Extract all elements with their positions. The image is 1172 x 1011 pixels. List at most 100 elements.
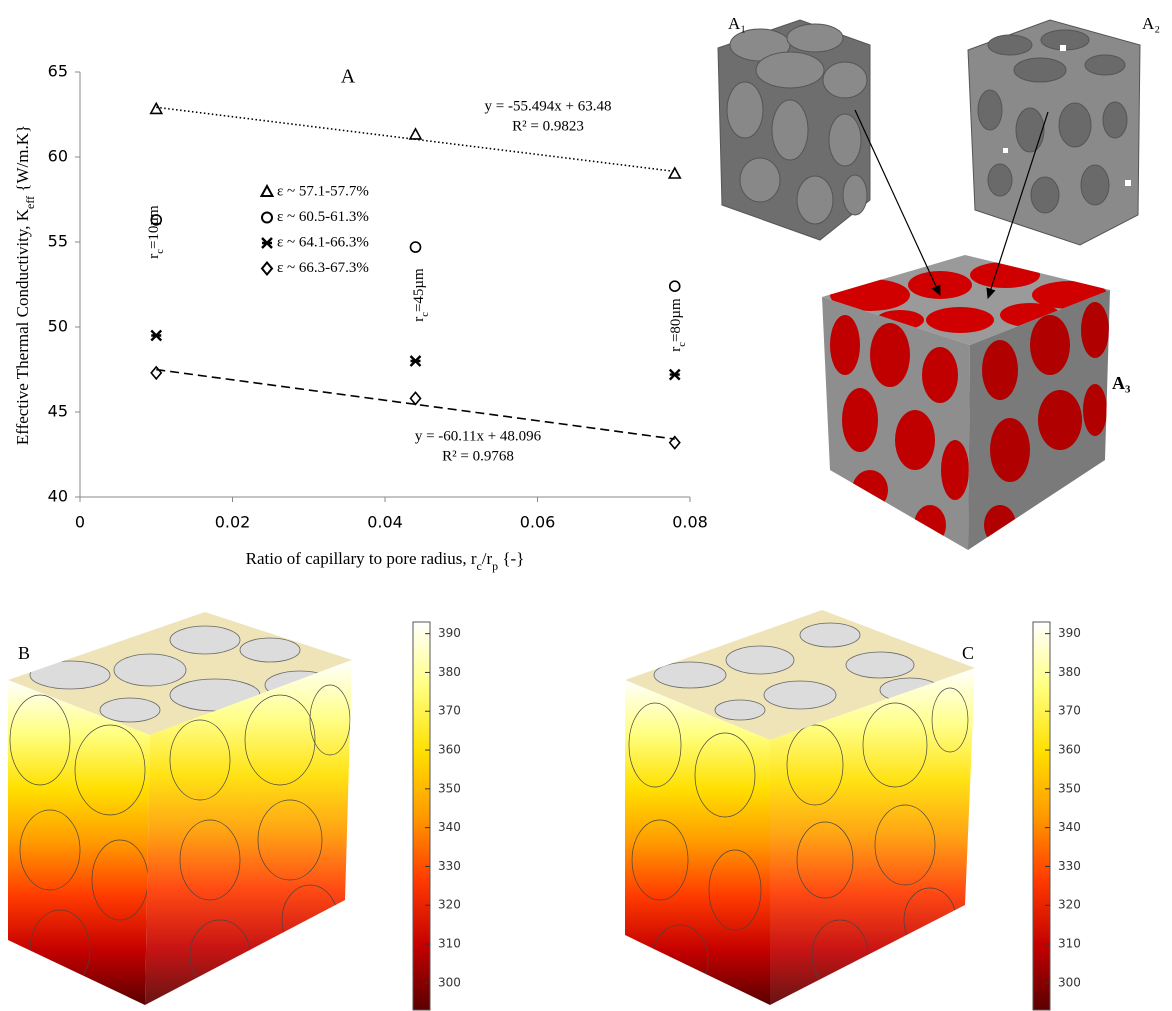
structure-a1-shape bbox=[823, 62, 867, 98]
chart-title: A bbox=[341, 66, 356, 88]
structure-a2-shape-shape bbox=[1059, 103, 1091, 147]
marker-triangle bbox=[410, 129, 421, 139]
trendline-equation: y = -55.494x + 63.48 bbox=[485, 98, 612, 114]
structure-a2-shape-shape bbox=[1103, 102, 1127, 138]
colorbar-tick-label: 320 bbox=[1058, 898, 1081, 912]
structure-a1-shape bbox=[740, 158, 780, 202]
colorbar-tick-label: 320 bbox=[438, 898, 461, 912]
structure-a2-shape-shape bbox=[988, 164, 1012, 196]
structure-a3-shape-shape bbox=[922, 347, 958, 403]
temperature-cube-c-shape-shape bbox=[800, 623, 860, 647]
panel-label: C bbox=[962, 643, 974, 663]
structure-a1-shape bbox=[772, 100, 808, 160]
trendline-r-squared: R² = 0.9768 bbox=[442, 448, 514, 464]
annotation: rc=80µm bbox=[668, 298, 687, 352]
structure-a2 bbox=[968, 20, 1140, 245]
legend-label: ε ~ 57.1-57.7% bbox=[277, 183, 369, 199]
y-tick-label: 65 bbox=[48, 62, 68, 81]
structure-a3-shape-shape bbox=[1038, 390, 1082, 450]
temperature-cube-b bbox=[8, 612, 352, 1005]
panel-label: B bbox=[18, 643, 30, 663]
colorbar-tick-label: 330 bbox=[1058, 859, 1081, 873]
x-axis-label-part: {-} bbox=[498, 549, 524, 568]
colorbar-tick-label: 380 bbox=[1058, 665, 1081, 679]
temperature-cube-c bbox=[625, 610, 975, 1005]
colorbar-tick-label: 340 bbox=[438, 820, 461, 834]
structure-a1-shape bbox=[797, 176, 833, 224]
y-tick-label: 55 bbox=[48, 232, 68, 251]
temperature-cube-b-shape-shape bbox=[170, 626, 240, 654]
structure-a2-shape-shape bbox=[1016, 108, 1044, 152]
structure-a3 bbox=[822, 255, 1110, 550]
structure-a1-shape bbox=[787, 24, 843, 52]
temperature-cube-b-shape-shape bbox=[100, 698, 160, 722]
image-label: A₃ bbox=[1112, 373, 1131, 393]
colorbar-tick-label: 390 bbox=[1058, 626, 1081, 640]
y-tick-label: 60 bbox=[48, 147, 68, 166]
arrow bbox=[855, 110, 940, 295]
temperature-cube-b-shape bbox=[8, 680, 150, 1005]
temperature-cube-c-shape-shape bbox=[654, 662, 726, 688]
structure-a3-shape-shape bbox=[1081, 302, 1109, 358]
marker-star bbox=[670, 370, 680, 380]
structure-a1-shape bbox=[756, 52, 824, 88]
structure-a2-shape-shape bbox=[1014, 58, 1066, 82]
colorbar-tick-label: 310 bbox=[1058, 937, 1081, 951]
x-axis-label-part: /r bbox=[482, 549, 493, 568]
structure-a3-shape-shape bbox=[852, 470, 888, 510]
marker-triangle bbox=[669, 168, 680, 178]
marker-circle bbox=[670, 281, 680, 291]
colorbar-tick-label: 380 bbox=[438, 665, 461, 679]
colorbar-tick-label: 330 bbox=[438, 859, 461, 873]
image-label: A₁ bbox=[728, 14, 746, 33]
legend-label: ε ~ 66.3-67.3% bbox=[277, 260, 369, 276]
structure-a3-shape-shape bbox=[941, 440, 969, 500]
structure-a3-shape-shape bbox=[1030, 315, 1070, 375]
marker-star bbox=[411, 356, 421, 366]
structure-a3-shape-shape bbox=[990, 418, 1030, 482]
annotation-part: =45µm bbox=[411, 268, 427, 312]
x-tick-label: 0.02 bbox=[215, 513, 251, 532]
annotation: rc=10µm bbox=[146, 205, 165, 259]
structure-a2-shape-shape bbox=[1060, 45, 1066, 51]
temperature-cube-c-shape-shape bbox=[846, 652, 914, 678]
colorbar-tick-label: 360 bbox=[1058, 743, 1081, 757]
colorbar bbox=[1033, 622, 1050, 1010]
structure-a3-shape-shape bbox=[914, 505, 946, 545]
colorbar bbox=[413, 622, 430, 1010]
y-tick-label: 40 bbox=[48, 487, 68, 506]
annotation-part: =80µm bbox=[668, 298, 684, 342]
colorbar-tick-label: 390 bbox=[438, 626, 461, 640]
x-tick-label: 0.04 bbox=[367, 513, 403, 532]
marker-triangle bbox=[151, 103, 162, 113]
marker-star bbox=[151, 331, 161, 341]
structure-a1-shape bbox=[829, 114, 861, 166]
temperature-cube-c-shape-shape bbox=[715, 700, 765, 720]
structure-a3-shape-shape bbox=[926, 307, 994, 333]
structure-a2-shape-shape bbox=[1081, 165, 1109, 205]
image-label: A₂ bbox=[1142, 14, 1160, 33]
annotation: rc=45µm bbox=[411, 268, 430, 322]
marker-triangle bbox=[262, 186, 273, 196]
y-tick-label: 50 bbox=[48, 317, 68, 336]
y-axis-label: Effective Thermal Conductivity, Keff {W/… bbox=[13, 125, 37, 445]
colorbar-tick-label: 310 bbox=[438, 937, 461, 951]
x-axis-label: Ratio of capillary to pore radius, rc/rp… bbox=[246, 549, 525, 573]
colorbar-tick-label: 350 bbox=[438, 781, 461, 795]
x-tick-label: 0.06 bbox=[520, 513, 556, 532]
marker-diamond bbox=[262, 263, 272, 275]
colorbar-tick-label: 370 bbox=[1058, 704, 1081, 718]
structure-a3-shape-shape bbox=[842, 388, 878, 452]
legend-label: ε ~ 64.1-66.3% bbox=[277, 234, 369, 250]
structure-a2-shape-shape bbox=[1085, 55, 1125, 75]
colorbar-tick-label: 300 bbox=[438, 975, 461, 989]
structure-a1-shape bbox=[727, 82, 763, 138]
structure-a3-shape-shape bbox=[870, 323, 910, 387]
marker-diamond bbox=[151, 367, 161, 379]
x-tick-label: 0.08 bbox=[672, 513, 708, 532]
structure-a3-shape-shape bbox=[982, 340, 1018, 400]
temperature-cube-c-shape-shape bbox=[726, 646, 794, 674]
trendline-r-squared: R² = 0.9823 bbox=[512, 118, 584, 134]
colorbar-tick-label: 360 bbox=[438, 743, 461, 757]
structure-a3-shape-shape bbox=[830, 315, 860, 375]
